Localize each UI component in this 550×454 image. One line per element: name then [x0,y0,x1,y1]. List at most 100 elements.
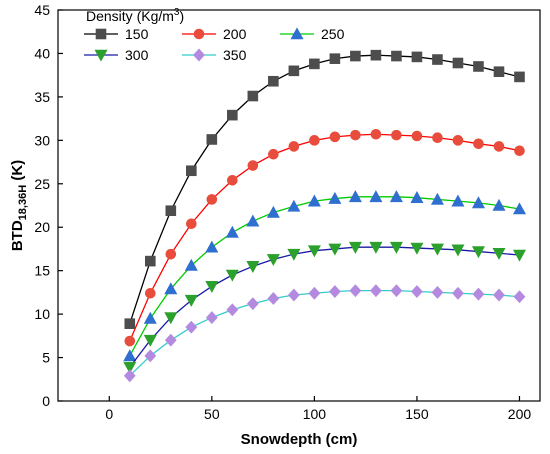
point-150-80 [268,75,279,87]
point-200-100 [309,135,320,146]
point-200-70 [247,160,259,171]
series-300 [123,241,526,374]
x-tick-label-0: 0 [105,406,113,422]
point-350-20 [144,349,157,363]
point-200-30 [165,248,177,260]
y-tick-label-9: 45 [34,2,50,18]
y-axis-title-sub: 18,36H [17,185,29,221]
y-tick-label-8: 40 [34,45,50,61]
series-250 [123,190,526,362]
legend-title: Density (Kg/m3) [86,7,184,24]
legend-item-300: 300 [84,47,149,63]
point-250-140 [389,190,403,203]
point-250-190 [492,198,506,211]
legend-item-350: 350 [182,47,247,63]
legend-item-150: 150 [84,26,149,42]
point-150-190 [493,66,505,77]
point-200-60 [227,175,238,186]
point-250-60 [225,225,239,238]
y-axis-title-unit: (K) [9,160,26,185]
legend-label-200: 200 [223,26,247,42]
legend-marker-150 [95,28,107,40]
point-350-70 [246,297,259,311]
legend-title-end: ) [179,8,184,24]
series-line-200 [129,133,520,342]
y-tick-label-2: 10 [34,306,50,322]
point-250-180 [471,196,485,209]
point-200-160 [432,132,443,144]
point-300-190 [492,247,506,260]
point-350-90 [287,288,300,302]
point-300-120 [348,241,362,254]
point-200-190 [493,141,505,152]
x-tick-label-3: 150 [405,406,429,422]
legend-item-200: 200 [182,26,247,42]
point-300-140 [389,241,403,254]
point-250-150 [410,191,424,203]
y-tick-label-0: 0 [42,393,50,409]
point-200-110 [329,131,341,143]
point-150-100 [309,58,320,70]
legend-title-sup: 3 [174,7,180,18]
point-350-10 [123,369,136,383]
point-300-150 [410,242,424,255]
point-250-20 [143,311,157,324]
legend-label-250: 250 [321,26,345,42]
point-250-110 [328,191,342,204]
y-axis-title-main: BTD [9,220,26,251]
point-300-10 [123,361,137,374]
point-300-100 [307,245,321,258]
point-150-30 [165,205,177,217]
point-250-10 [123,349,137,362]
point-250-160 [430,192,444,205]
point-200-180 [473,138,484,150]
point-250-50 [205,240,219,253]
x-tick-label-4: 200 [508,406,532,422]
legend-marker-350 [193,48,205,62]
point-150-70 [247,90,259,102]
point-300-60 [225,269,239,282]
point-200-10 [124,335,136,347]
series-150 [124,49,525,329]
point-200-90 [288,141,300,152]
point-200-170 [452,135,464,146]
point-300-30 [164,312,178,325]
point-350-150 [411,285,423,298]
point-350-190 [493,288,505,302]
point-250-30 [164,282,178,295]
point-150-160 [432,54,443,65]
point-150-140 [391,50,402,62]
point-350-180 [472,287,485,301]
point-250-90 [287,199,301,212]
x-axis-title: Snowdepth (cm) [241,431,358,448]
point-150-200 [514,71,525,83]
point-150-90 [288,65,300,77]
point-350-160 [431,285,444,299]
series-350 [123,284,526,383]
point-150-110 [329,53,341,64]
point-350-50 [205,311,218,325]
point-300-40 [184,294,198,307]
point-300-200 [512,249,526,262]
point-150-180 [473,61,484,72]
point-300-80 [266,254,280,266]
point-150-20 [144,255,156,267]
point-150-50 [206,134,218,145]
point-150-60 [227,109,238,121]
point-300-50 [205,281,219,293]
point-350-170 [452,286,464,300]
point-150-120 [350,50,361,62]
x-tick-label-2: 100 [303,406,327,422]
point-350-110 [328,285,341,298]
point-200-120 [350,129,361,141]
y-tick-label-1: 5 [42,350,50,366]
point-350-60 [226,303,239,317]
legend-item-250: 250 [280,26,345,42]
point-250-120 [348,190,362,203]
point-200-40 [186,218,197,230]
point-250-40 [184,258,198,271]
point-250-170 [451,194,465,207]
point-150-130 [370,49,382,61]
point-200-140 [391,129,402,141]
